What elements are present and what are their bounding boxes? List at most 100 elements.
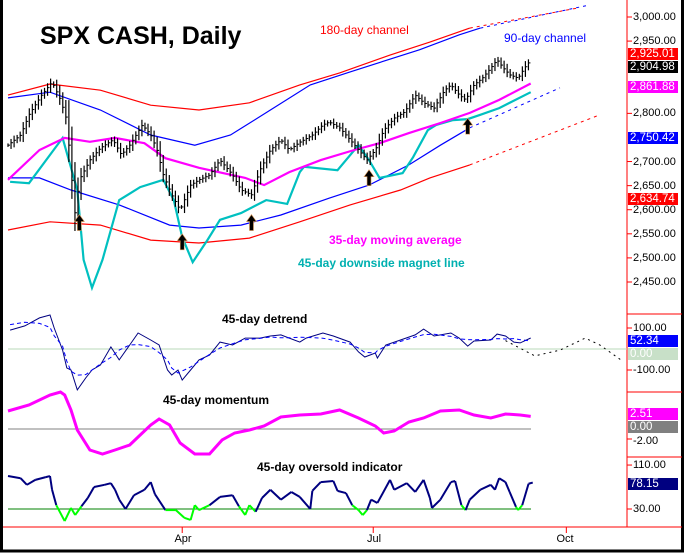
detrend-projection-line: [505, 337, 622, 361]
oversold-segment: [406, 482, 416, 493]
oversold-segment: [389, 479, 396, 491]
oversold-segment: [357, 509, 364, 516]
detrend-zero-label: 0.00: [628, 348, 678, 360]
detrend-y-tick-label: -100.00: [633, 364, 671, 376]
oversold-segment: [366, 499, 373, 511]
oversold-segment: [219, 494, 233, 498]
price-y-tick-label: 2,600.00: [633, 203, 676, 216]
oversold-segment: [80, 497, 89, 507]
x-tick-oct: Oct: [556, 533, 574, 545]
x-tick-jul: Jul: [366, 533, 382, 545]
price-value-label: 2,925.01: [628, 48, 678, 60]
oversold-segment: [231, 494, 240, 507]
oversold-y-tick-label: 30.00: [633, 503, 661, 515]
oversold-segment: [431, 498, 442, 509]
oversold-segment: [133, 488, 145, 497]
oversold-segment: [110, 482, 116, 491]
price-value-label: 2,634.74: [628, 193, 678, 205]
label-oversold: 45-day oversold indicator: [257, 460, 403, 474]
label-momentum: 45-day momentum: [163, 393, 270, 407]
oversold-segment: [124, 494, 135, 510]
oversold-segment: [183, 516, 191, 521]
oversold-value-label: 78.15: [628, 478, 678, 490]
oversold-segment: [370, 498, 378, 504]
moving-average-35: [7, 82, 532, 187]
oversold-segment: [189, 504, 196, 521]
buy-arrow-icon: [176, 233, 188, 251]
momentum-y-tick-label: -2.00: [633, 435, 659, 447]
oversold-segment: [93, 483, 105, 489]
oversold-segment: [439, 481, 452, 501]
buy-arrow-icon: [245, 214, 258, 231]
oversold-segment: [479, 483, 492, 491]
oversold-segment: [508, 491, 517, 508]
detrend-y-tick-label: 100.00: [633, 322, 667, 334]
oversold-segment: [309, 490, 314, 510]
oversold-segment: [175, 509, 185, 519]
oversold-segment: [464, 499, 471, 511]
price-y-tick-label: 2,650.00: [633, 179, 676, 192]
label-90-day-channel: 90-day channel: [504, 31, 587, 45]
oversold-segment: [469, 489, 481, 501]
oversold-segment: [337, 489, 347, 495]
label-45-day-magnet: 45-day downside magnet line: [298, 256, 465, 270]
label-detrend: 45-day detrend: [222, 312, 308, 326]
oversold-segment: [55, 504, 66, 522]
oversold-segment: [48, 475, 54, 490]
oversold-segment: [393, 482, 408, 491]
label-35-day-ma: 35-day moving average: [329, 233, 462, 247]
oversold-y-tick-label: 110.00: [633, 459, 666, 472]
oversold-segment: [521, 483, 530, 506]
oversold-segment: [320, 479, 334, 484]
price-y-tick-label: 3,000.00: [633, 11, 676, 23]
channel-180-upper: [7, 27, 470, 111]
oversold-segment: [114, 489, 121, 501]
oversold-segment: [248, 504, 257, 513]
x-tick-apr: Apr: [174, 533, 192, 545]
oversold-segment: [143, 481, 152, 491]
oversold-segment: [269, 489, 282, 501]
oversold-segment: [154, 493, 167, 511]
oversold-segment: [345, 492, 354, 506]
oversold-segment: [332, 480, 339, 492]
channel-90-lower-projection: [469, 87, 561, 129]
channel-180-lower-projection: [469, 114, 601, 166]
oversold-segment: [504, 481, 511, 493]
channel-180-lower: [7, 164, 470, 244]
buy-arrow-icon: [73, 214, 85, 231]
oversold-segment: [194, 504, 200, 511]
oversold-segment: [208, 496, 221, 506]
oversold-segment: [351, 504, 360, 511]
oversold-segment: [311, 481, 322, 492]
oversold-segment: [414, 479, 425, 493]
oversold-segment: [118, 499, 127, 510]
price-y-tick-label: 2,500.00: [633, 251, 676, 264]
detrend-value-label: 52.34: [628, 335, 678, 347]
channel-90-upper-projection: [480, 4, 590, 29]
momentum-zero-label: 0.00: [628, 421, 678, 433]
oversold-segment: [376, 479, 391, 504]
buy-arrow-icon: [462, 117, 474, 135]
oversold-segment: [517, 504, 524, 511]
oversold-segment: [361, 509, 368, 516]
oversold-segment: [498, 477, 506, 483]
oversold-segment: [428, 497, 433, 509]
oversold-segment: [63, 507, 72, 522]
channel-90-upper: [7, 27, 481, 146]
price-y-tick-label: 2,950.00: [633, 35, 676, 48]
oversold-segment: [35, 476, 47, 481]
channel-180-upper-projection: [469, 7, 579, 29]
oversold-segment: [7, 475, 21, 480]
detrend-smoothed-line: [10, 321, 531, 376]
momentum-line: [7, 390, 531, 456]
oversold-segment: [280, 491, 292, 501]
price-y-tick-label: 2,550.00: [633, 227, 676, 240]
oversold-segment: [290, 491, 301, 498]
oversold-segment: [244, 504, 251, 516]
magnet-line-45: [10, 91, 532, 292]
price-y-tick-label: 2,700.00: [633, 155, 676, 168]
oversold-segment: [422, 479, 431, 499]
chart-title: SPX CASH, Daily: [40, 22, 242, 50]
